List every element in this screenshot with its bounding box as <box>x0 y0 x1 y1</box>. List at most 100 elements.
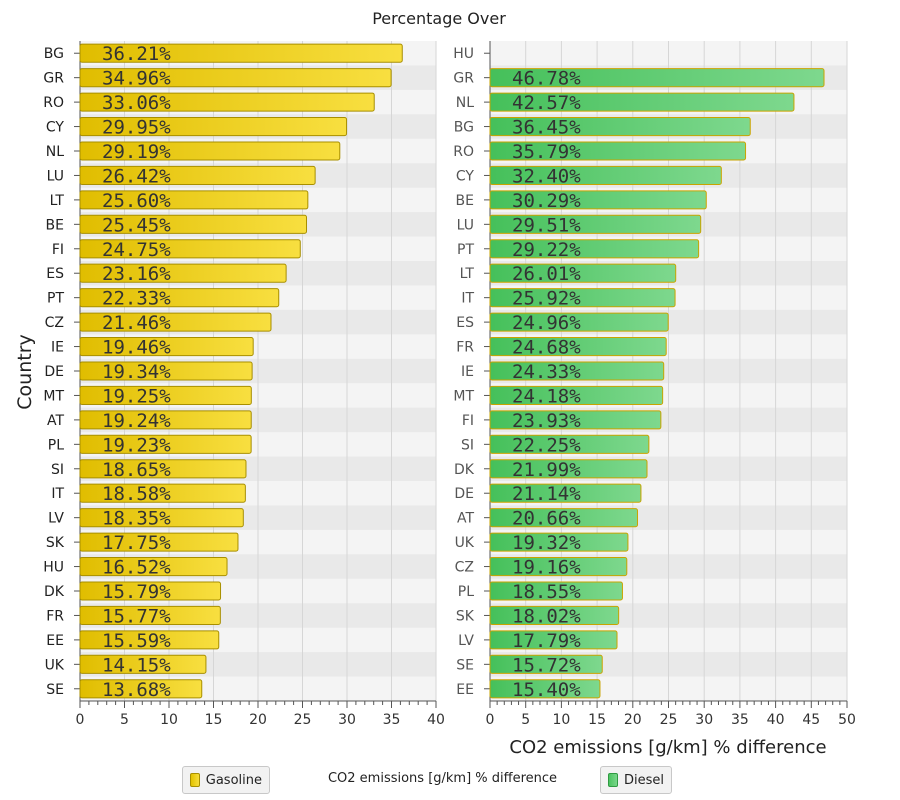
gasoline-bar[interactable] <box>79 214 308 234</box>
diesel-value-label: 15.40% <box>512 679 581 701</box>
diesel-bar[interactable] <box>489 239 700 259</box>
gasoline-category-label: NL <box>46 144 64 160</box>
diesel-category-label: DE <box>454 486 474 502</box>
gasoline-bar[interactable] <box>79 337 254 357</box>
gasoline-value-label: 18.65% <box>102 459 171 481</box>
gasoline-category-label: DE <box>44 364 64 380</box>
gasoline-bar[interactable] <box>79 508 244 528</box>
diesel-value-label: 29.51% <box>512 214 581 236</box>
diesel-value-label: 46.78% <box>512 68 581 90</box>
diesel-category-label: LT <box>460 266 475 282</box>
gasoline-value-label: 29.95% <box>102 117 171 139</box>
gasoline-bar[interactable] <box>79 361 253 381</box>
diesel-category-label: FR <box>456 340 474 356</box>
diesel-bar[interactable] <box>489 190 707 210</box>
diesel-bar[interactable] <box>489 630 618 650</box>
diesel-category-label: NL <box>456 95 474 111</box>
gasoline-bar[interactable] <box>79 654 207 674</box>
legend-diesel-label: Diesel <box>623 772 664 788</box>
gasoline-value-label: 17.75% <box>102 532 171 554</box>
legend-diesel-button[interactable]: Diesel <box>600 766 672 794</box>
diesel-bar[interactable] <box>489 263 677 283</box>
gasoline-bar[interactable] <box>79 434 252 454</box>
gasoline-bar[interactable] <box>79 68 392 88</box>
gasoline-bar[interactable] <box>79 190 309 210</box>
diesel-bar[interactable] <box>489 141 747 161</box>
gasoline-bar[interactable] <box>79 92 375 112</box>
diesel-category-label: PL <box>458 584 474 600</box>
diesel-bar[interactable] <box>489 654 603 674</box>
diesel-bar[interactable] <box>489 459 648 479</box>
diesel-bar[interactable] <box>489 337 667 357</box>
diesel-value-label: 29.22% <box>512 239 581 261</box>
diesel-category-label: PT <box>457 242 474 258</box>
gasoline-bar[interactable] <box>79 483 246 503</box>
diesel-bar[interactable] <box>489 557 628 577</box>
gasoline-category-label: PT <box>47 291 64 307</box>
legend-gasoline-button[interactable]: Gasoline <box>182 766 270 794</box>
diesel-value-label: 36.45% <box>512 117 581 139</box>
gasoline-category-label: FR <box>46 608 64 624</box>
gasoline-bar[interactable] <box>79 312 272 332</box>
diesel-bar[interactable] <box>489 410 662 430</box>
gasoline-value-label: 22.33% <box>102 288 171 310</box>
diesel-x-tick-label: 35 <box>731 712 749 728</box>
gasoline-bar[interactable] <box>79 410 252 430</box>
diesel-bar[interactable] <box>489 385 664 405</box>
diesel-bar[interactable] <box>489 288 676 308</box>
gasoline-panel: 0 5 10 15 20 25 30 35 40 BG 36.21% GR 34.96% RO 33.06%… <box>43 41 445 728</box>
gasoline-category-label: RO <box>43 95 64 111</box>
gasoline-bar[interactable] <box>79 141 341 161</box>
diesel-bar[interactable] <box>489 532 629 552</box>
gasoline-bar[interactable] <box>79 385 252 405</box>
diesel-bar[interactable] <box>489 434 650 454</box>
gasoline-value-label: 24.75% <box>102 239 171 261</box>
diesel-value-label: 17.79% <box>512 630 581 652</box>
diesel-bar[interactable] <box>489 508 639 528</box>
gasoline-category-label: BG <box>44 46 64 62</box>
gasoline-value-label: 18.35% <box>102 508 171 530</box>
gasoline-bar[interactable] <box>79 605 221 625</box>
gasoline-value-label: 26.42% <box>102 165 171 187</box>
gasoline-bar[interactable] <box>79 630 220 650</box>
diesel-bar[interactable] <box>489 581 623 601</box>
diesel-bar[interactable] <box>489 605 620 625</box>
diesel-bar[interactable] <box>489 361 665 381</box>
x-axis-label-diesel: CO2 emissions [g/km] % difference <box>509 737 826 758</box>
diesel-category-label: IE <box>461 364 474 380</box>
diesel-bar[interactable] <box>489 117 751 137</box>
diesel-x-tick-label: 25 <box>660 712 678 728</box>
gasoline-bar[interactable] <box>79 263 287 283</box>
diesel-category-label: LU <box>457 217 474 233</box>
diesel-bar[interactable] <box>489 92 795 112</box>
diesel-bar[interactable] <box>489 214 702 234</box>
gasoline-value-label: 34.96% <box>102 68 171 90</box>
gasoline-bar[interactable] <box>79 117 348 137</box>
gasoline-bar[interactable] <box>79 165 316 185</box>
diesel-category-label: SI <box>461 437 474 453</box>
diesel-value-label: 21.14% <box>512 483 581 505</box>
gasoline-bar[interactable] <box>79 532 239 552</box>
diesel-bar[interactable] <box>489 165 722 185</box>
gasoline-value-label: 19.23% <box>102 434 171 456</box>
gasoline-x-tick-label: 40 <box>427 712 445 728</box>
gasoline-x-tick-label: 15 <box>205 712 223 728</box>
gasoline-value-label: 29.19% <box>102 141 171 163</box>
gasoline-x-tick-label: 10 <box>160 712 178 728</box>
gasoline-value-label: 25.45% <box>102 214 171 236</box>
gasoline-bar[interactable] <box>79 557 228 577</box>
gasoline-x-tick-label: 35 <box>383 712 401 728</box>
diesel-bar[interactable] <box>489 679 601 699</box>
gasoline-bar[interactable] <box>79 679 203 699</box>
gasoline-bar[interactable] <box>79 581 222 601</box>
diesel-bar[interactable] <box>489 312 669 332</box>
gasoline-bar[interactable] <box>79 459 247 479</box>
gasoline-bar[interactable] <box>79 239 301 259</box>
diesel-bar[interactable] <box>489 68 825 88</box>
diesel-panel: 0 5 10 15 20 25 30 35 40 45 50 HU GR 46.78% NL 42.57% BG… <box>453 41 856 728</box>
gasoline-bar[interactable] <box>79 288 280 308</box>
diesel-category-label: BG <box>454 120 474 136</box>
gasoline-value-label: 19.46% <box>102 337 171 359</box>
diesel-bar[interactable] <box>489 483 642 503</box>
gasoline-bar[interactable] <box>79 43 403 63</box>
